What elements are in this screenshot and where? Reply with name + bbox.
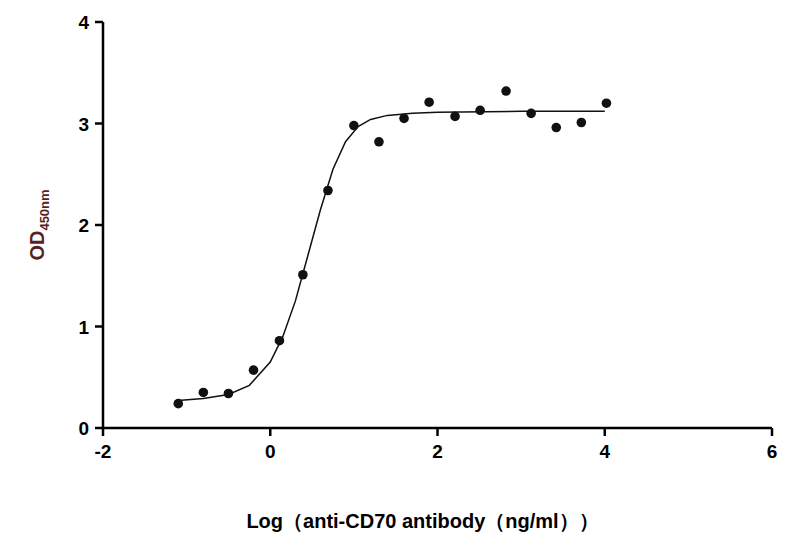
y-tick: [95, 224, 103, 227]
y-tick-label: 3: [78, 114, 89, 135]
data-point: [323, 186, 333, 196]
x-tick-label: 2: [432, 441, 443, 462]
data-point: [275, 336, 285, 346]
x-tick: [604, 428, 607, 436]
data-point: [551, 123, 561, 133]
y-tick: [95, 122, 103, 125]
data-point: [199, 388, 209, 398]
plot-data: [173, 86, 611, 408]
chart: -2 0 2 4 6 0 1 2 3 4 Log（anti-CD70 antibody（ng/ml）…: [0, 0, 798, 544]
x-tick: [436, 428, 439, 436]
y-tick-label: 1: [78, 317, 89, 338]
data-point: [450, 112, 460, 122]
x-tick-label: 4: [599, 441, 610, 462]
y-tick: [95, 21, 103, 24]
x-axis-label: Log（anti-CD70 antibody（ng/ml））: [246, 510, 598, 532]
x-tick: [771, 428, 774, 436]
x-tick: [269, 428, 272, 436]
y-axis-label-main: OD: [26, 231, 48, 261]
y-tick: [95, 325, 103, 328]
data-point: [501, 86, 511, 96]
data-point: [577, 118, 587, 128]
data-point: [602, 98, 612, 108]
x-tick-label: 0: [265, 441, 276, 462]
data-point: [349, 121, 359, 131]
x-tick-label: -2: [95, 441, 112, 462]
data-point: [374, 137, 384, 147]
y-tick-label: 0: [78, 418, 89, 439]
y-tick-label: 2: [78, 215, 89, 236]
data-point: [424, 97, 434, 107]
data-point: [475, 106, 485, 116]
data-point: [298, 270, 308, 280]
y-axis-label: OD450nm: [26, 189, 52, 260]
fit-curve: [178, 111, 604, 400]
data-point: [526, 109, 536, 119]
data-point: [399, 114, 409, 124]
y-tick: [95, 427, 103, 430]
data-point: [249, 365, 259, 375]
x-tick-label: 6: [767, 441, 778, 462]
data-point: [224, 389, 234, 399]
data-point: [173, 399, 183, 409]
y-axis-label-sub: 450nm: [37, 189, 52, 230]
y-tick-label: 4: [78, 12, 89, 33]
